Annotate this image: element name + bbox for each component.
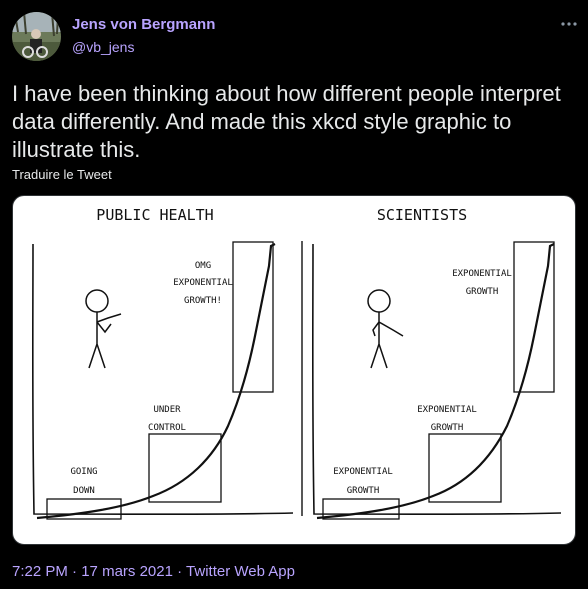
tweet-media-image[interactable]: PUBLIC HEALTH GOING DOWN UNDER CONTROL O… [12, 195, 576, 545]
tweet-text: I have been thinking about how different… [12, 81, 561, 162]
left-box-2-line-1: UNDER [153, 405, 181, 415]
left-exponential-curve [36, 243, 276, 520]
author-avatar[interactable] [12, 12, 61, 61]
author-display-name[interactable]: Jens von Bergmann [72, 16, 216, 33]
left-box-1-line-2: DOWN [73, 486, 95, 496]
right-exponential-curve [316, 243, 555, 520]
tweet-date[interactable]: 17 mars 2021 [81, 563, 173, 580]
meta-separator: · [72, 563, 78, 580]
stick-figure-right [367, 289, 404, 369]
tweet-meta: 7:22 PM · 17 mars 2021 · Twitter Web App [12, 563, 295, 580]
right-box-1-line-1: EXPONENTIAL [333, 467, 393, 477]
left-box-3-line-2: EXPONENTIAL [173, 278, 233, 288]
right-box-1-line-2: GROWTH [347, 486, 380, 496]
right-box-2-line-2: GROWTH [431, 423, 464, 433]
tweet-source[interactable]: Twitter Web App [186, 563, 295, 580]
more-dots-icon[interactable] [558, 14, 580, 34]
right-box-3-line-1: EXPONENTIAL [452, 269, 512, 279]
translate-tweet-link[interactable]: Traduire le Tweet [12, 167, 112, 182]
xkcd-comic: PUBLIC HEALTH GOING DOWN UNDER CONTROL O… [31, 206, 562, 520]
left-box-1-line-1: GOING [70, 467, 97, 477]
left-box-3-line-1: OMG [195, 261, 211, 271]
left-panel-title: PUBLIC HEALTH [96, 206, 213, 224]
right-panel-title: SCIENTISTS [377, 206, 467, 224]
author-handle[interactable]: @vb_jens [72, 39, 135, 55]
meta-separator-2: · [177, 563, 183, 580]
right-box-2-line-1: EXPONENTIAL [417, 405, 477, 415]
left-box-2-line-2: CONTROL [148, 423, 186, 433]
right-box-3-line-2: GROWTH [466, 287, 499, 297]
stick-figure-left [85, 289, 122, 369]
left-box-3-line-3: GROWTH! [184, 296, 222, 306]
tweet-time[interactable]: 7:22 PM [12, 563, 68, 580]
